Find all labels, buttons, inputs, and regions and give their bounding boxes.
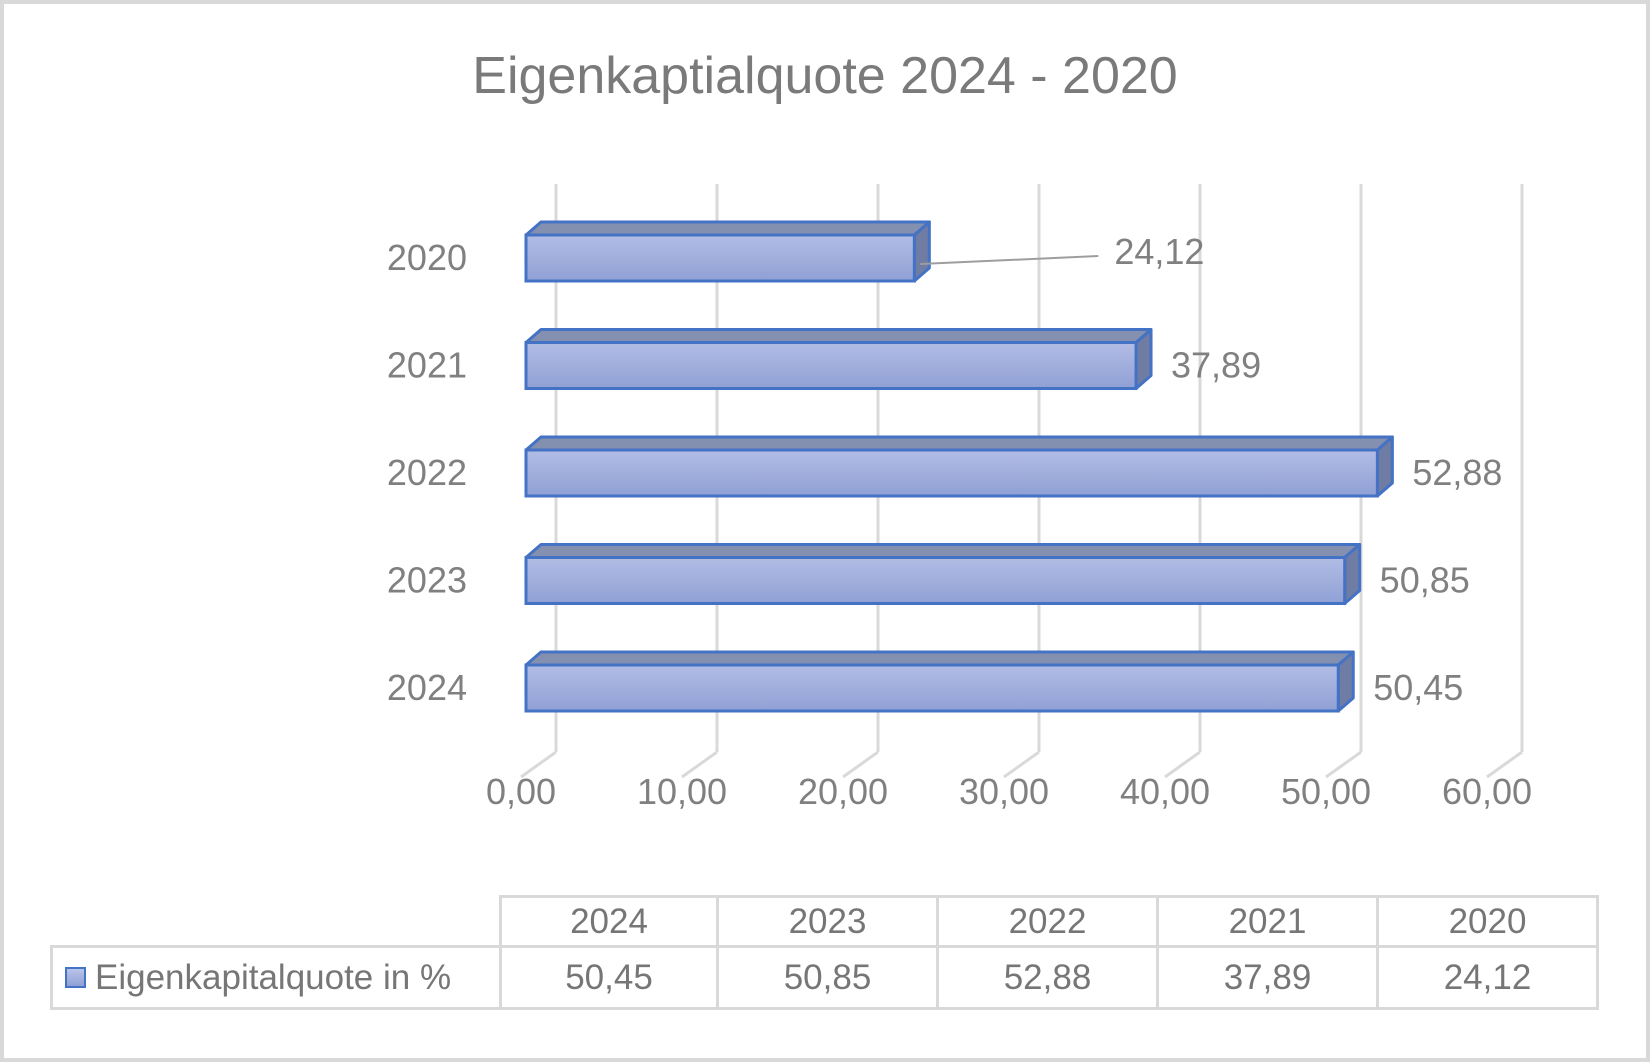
- category-label-2021: 2021: [387, 345, 467, 386]
- bar-front-face: [524, 448, 1379, 498]
- x-axis-tick-label: 40,00: [1120, 771, 1210, 812]
- series-legend-label: Eigenkapitalquote in %: [95, 957, 452, 997]
- x-axis-tick-label: 20,00: [798, 771, 888, 812]
- category-label-2023: 2023: [387, 560, 467, 601]
- bar-top-face: [524, 650, 1355, 667]
- bar-top-face: [524, 435, 1394, 452]
- table-value-2022: 52,88: [939, 945, 1159, 1010]
- bar-chart-plot-area: 0,00 10,00 20,00 30,00 40,00 50,00 60,00 2020 24…: [387, 184, 1532, 812]
- table-corner-cell: [50, 895, 499, 945]
- category-label-2024: 2024: [387, 667, 467, 708]
- table-value-2021: 37,89: [1159, 945, 1379, 1010]
- series-legend-swatch-icon: [65, 967, 86, 988]
- table-header-2021: 2021: [1159, 895, 1379, 945]
- grid-floor-tick: [1164, 750, 1201, 779]
- chart-data-table: 2024 2023 2022 2021 2020 Eigenkapitalquo…: [50, 895, 1599, 1010]
- bar-2021[interactable]: [524, 328, 1153, 390]
- bar-front-face: [524, 233, 916, 283]
- value-label-2021: 37,89: [1171, 345, 1261, 386]
- table-header-2022: 2022: [939, 895, 1159, 945]
- table-value-2024: 50,45: [499, 945, 719, 1010]
- bar-top-face: [524, 543, 1362, 559]
- grid-floor-tick: [520, 750, 557, 779]
- value-label-2022: 52,88: [1412, 452, 1502, 493]
- chart-title: Eigenkaptialquote 2024 - 2020: [472, 47, 1178, 105]
- table-header-2020: 2020: [1379, 895, 1599, 945]
- grid-floor-tick: [681, 750, 718, 779]
- table-header-2024: 2024: [499, 895, 719, 945]
- grid-floor-tick: [842, 750, 879, 779]
- leader-line: [920, 255, 1099, 265]
- value-label-2020: 24,12: [1114, 231, 1204, 272]
- grid-floor-tick: [1325, 750, 1362, 779]
- value-label-2024: 50,45: [1373, 667, 1463, 708]
- table-value-2023: 50,85: [719, 945, 939, 1010]
- x-axis-tick-label: 0,00: [486, 771, 556, 812]
- bar-2023[interactable]: [524, 543, 1362, 605]
- table-value-2020: 24,12: [1379, 945, 1599, 1010]
- x-axis-tick-label: 50,00: [1281, 771, 1371, 812]
- bar-front-face: [524, 663, 1340, 713]
- grid-floor-tick: [1486, 750, 1523, 779]
- category-label-2022: 2022: [387, 452, 467, 493]
- value-label-2023: 50,85: [1380, 560, 1470, 601]
- table-legend-cell: Eigenkapitalquote in %: [50, 945, 499, 1010]
- bar-top-face: [524, 328, 1153, 344]
- bar-front-face: [524, 341, 1138, 390]
- bar-front-face: [524, 556, 1347, 605]
- category-label-2020: 2020: [387, 237, 467, 278]
- table-header-2023: 2023: [719, 895, 939, 945]
- bar-top-face: [524, 220, 931, 237]
- bar-2022[interactable]: [524, 435, 1394, 498]
- grid-floor-tick: [1003, 750, 1040, 779]
- x-axis-tick-label: 60,00: [1442, 771, 1532, 812]
- x-axis-tick-label: 30,00: [959, 771, 1049, 812]
- bar-2020[interactable]: [524, 220, 931, 283]
- x-axis-tick-label: 10,00: [637, 771, 727, 812]
- bar-2024[interactable]: [524, 650, 1355, 713]
